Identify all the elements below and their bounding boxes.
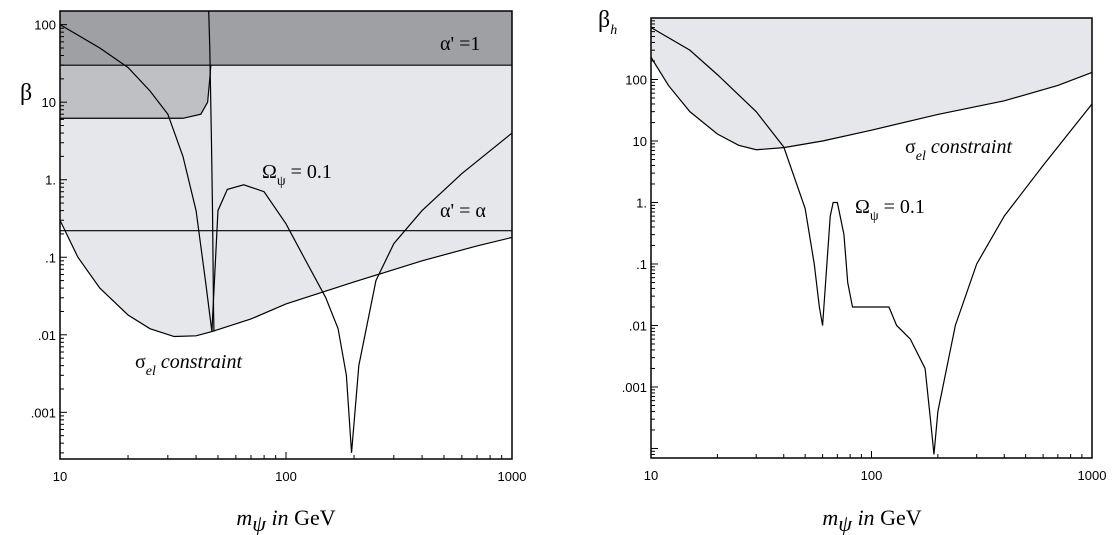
y-tick-label: 100: [625, 72, 647, 87]
omega-label: Ωψ = 0.1: [855, 196, 925, 224]
y-axis-label: β: [20, 80, 32, 106]
x-tick-label: 100: [275, 469, 297, 484]
right-chart: 100 10 1. .1 .01 .001 10 100 1000 βh mψ in GeV Ωψ =…: [598, 7, 1106, 535]
y-tick-label: .001: [622, 380, 647, 395]
region-alpha-prime-1-band: [60, 11, 512, 66]
y-tick-label: 10: [633, 134, 647, 149]
y-tick-label: .01: [38, 328, 56, 343]
y-tick-label: 100: [34, 18, 56, 33]
y-tick-label: .001: [31, 405, 56, 420]
y-tick-label: 1.: [45, 173, 56, 188]
series-line-1: [208, 10, 215, 332]
y-tick-label: .1: [45, 250, 56, 265]
omega-label: Ωψ = 0.1: [262, 161, 332, 189]
y-tick-label: 1.: [636, 195, 647, 210]
region-sigma-el-excluded: [651, 18, 1092, 150]
sigma-constraint-label: σel constraint: [905, 136, 1012, 164]
x-tick-label: 1000: [1078, 468, 1107, 483]
boundary-sigma-el-excluded: [59, 219, 513, 338]
y-tick-label: .01: [629, 318, 647, 333]
x-axis-label: mψ in GeV: [822, 505, 921, 535]
sigma-constraint-label: σel constraint: [135, 351, 242, 379]
series-line-0: [59, 24, 513, 453]
hline-label-1: α' = α: [440, 200, 486, 222]
region-upper-left-block: [60, 65, 211, 119]
x-tick-label: 1000: [498, 469, 527, 484]
x-axis-label: mψ in GeV: [236, 505, 335, 535]
y-tick-label: 10: [42, 95, 56, 110]
left-chart: 100 10 1. .1 .01 .001 10 100 1000 β mψ in GeV α' =1…: [20, 10, 527, 535]
x-tick-label: 10: [644, 468, 658, 483]
hline-label-0: α' =1: [440, 33, 480, 55]
x-tick-label: 100: [861, 468, 883, 483]
y-tick-label: .1: [636, 257, 647, 272]
y-axis-label: βh: [598, 7, 617, 38]
series-line-0: [650, 27, 1093, 455]
x-tick-label: 10: [53, 469, 67, 484]
